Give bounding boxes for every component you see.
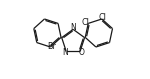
Text: Cl: Cl [82, 18, 89, 27]
Text: N: N [62, 48, 68, 57]
Text: N: N [70, 23, 76, 32]
Text: Cl: Cl [99, 13, 106, 22]
Text: O: O [78, 48, 84, 57]
Text: Br: Br [47, 43, 56, 52]
